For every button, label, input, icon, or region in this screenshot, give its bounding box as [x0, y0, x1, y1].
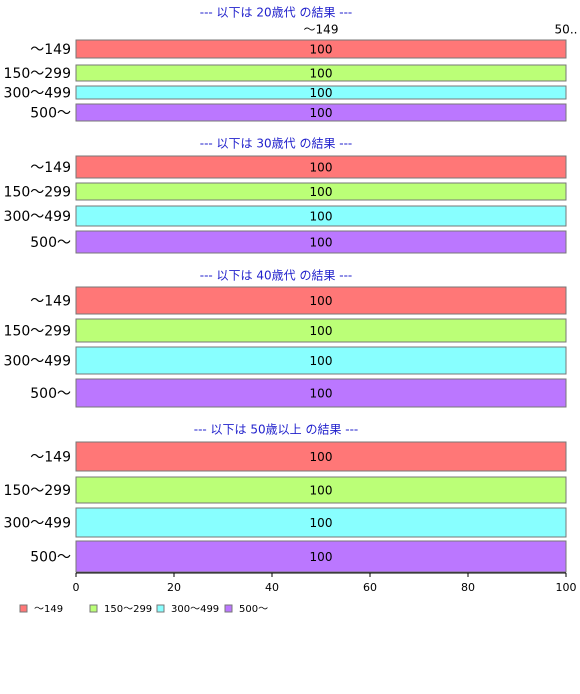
legend-swatch	[156, 604, 165, 613]
category-label: 300〜499	[4, 209, 71, 225]
legend-swatch	[224, 604, 233, 613]
value-label: 100	[310, 185, 333, 199]
bar	[75, 476, 567, 504]
value-label: 100	[310, 67, 333, 81]
value-label: 100	[310, 161, 333, 175]
category-label: 〜149	[30, 294, 71, 310]
category-label: 500〜	[30, 550, 71, 566]
bar	[75, 103, 567, 122]
value-label: 100	[310, 43, 333, 57]
x-tick-label: 80	[461, 581, 475, 594]
value-label: 100	[310, 484, 333, 498]
panel-title: --- 以下は 20歳代 の結果 ---	[200, 6, 353, 20]
value-label: 100	[310, 86, 333, 100]
legend-label: 500〜	[239, 604, 268, 615]
x-tick-label: 60	[363, 581, 377, 594]
legend-swatch	[89, 604, 98, 613]
category-label: 150〜299	[4, 185, 71, 201]
bar	[75, 85, 567, 100]
annotation: 50..	[555, 23, 578, 37]
category-label: 150〜299	[4, 66, 71, 82]
category-label: 150〜299	[4, 483, 71, 499]
bar	[75, 441, 567, 472]
legend-swatch	[19, 604, 28, 613]
bar	[75, 64, 567, 82]
legend-label: 300〜499	[171, 604, 219, 615]
category-label: 300〜499	[4, 516, 71, 532]
annotation: 〜149	[304, 23, 339, 37]
value-label: 100	[310, 106, 333, 120]
value-label: 100	[310, 354, 333, 368]
value-label: 100	[310, 450, 333, 464]
category-label: 500〜	[30, 235, 71, 251]
category-label: 〜149	[30, 42, 71, 58]
panel-title: --- 以下は 40歳代 の結果 ---	[200, 269, 353, 283]
value-label: 100	[310, 516, 333, 530]
value-label: 100	[310, 236, 333, 250]
legend-label: 150〜299	[104, 604, 152, 615]
panel-title: --- 以下は 50歳以上 の結果 ---	[194, 423, 359, 437]
bar	[75, 182, 567, 201]
value-label: 100	[310, 210, 333, 224]
category-label: 500〜	[30, 106, 71, 122]
panel-title: --- 以下は 30歳代 の結果 ---	[200, 137, 353, 151]
x-tick-label: 100	[556, 581, 577, 594]
category-label: 150〜299	[4, 324, 71, 340]
bar	[75, 540, 567, 573]
value-label: 100	[310, 294, 333, 308]
bar	[75, 286, 567, 315]
bar	[75, 378, 567, 408]
category-label: 300〜499	[4, 354, 71, 370]
category-label: 500〜	[30, 386, 71, 402]
value-label: 100	[310, 324, 333, 338]
bar	[75, 155, 567, 179]
category-label: 300〜499	[4, 86, 71, 102]
x-tick-label: 20	[167, 581, 181, 594]
bar	[75, 318, 567, 343]
value-label: 100	[310, 550, 333, 564]
x-tick-label: 0	[73, 581, 80, 594]
x-tick-label: 40	[265, 581, 279, 594]
bar	[75, 346, 567, 375]
bar	[75, 507, 567, 538]
bar	[75, 39, 567, 59]
legend-label: 〜149	[34, 604, 63, 615]
category-label: 〜149	[30, 160, 71, 176]
bar	[75, 205, 567, 227]
value-label: 100	[310, 387, 333, 401]
category-label: 〜149	[30, 450, 71, 466]
bar	[75, 230, 567, 254]
